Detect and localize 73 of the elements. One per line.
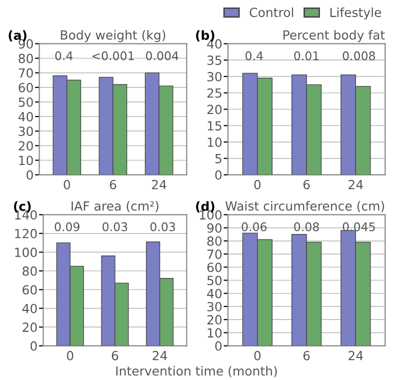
y-tick-label: 90 [207, 223, 222, 233]
y-tick-label: 0 [30, 341, 37, 351]
text: (d) [196, 201, 214, 212]
annotation: 0.4 [55, 51, 73, 60]
x-tick-label: 0 [66, 350, 74, 360]
x-tick-label: 24 [348, 350, 363, 360]
y-tick-label: 10 [19, 156, 33, 166]
y-tick-label: 5 [215, 154, 222, 164]
chart-title: Percent body fat [284, 30, 385, 42]
annotation: <0.001 [92, 51, 134, 60]
legend-label: Lifestyle [330, 7, 382, 20]
y-tick-label: 80 [18, 54, 33, 64]
y-tick-label: 20 [22, 322, 37, 332]
y-tick-label: 35 [207, 56, 222, 66]
y-tick-label: 30 [207, 72, 222, 82]
y-tick-label: 60 [22, 285, 37, 295]
y-tick-label: 90 [18, 39, 33, 49]
y-tick-label: 30 [18, 126, 33, 136]
y-tick-label: 80 [207, 236, 222, 246]
y-tick-label: 0 [215, 170, 222, 180]
y-tick-label: 100 [15, 248, 37, 258]
y-tick-label: 70 [18, 68, 33, 78]
y-tick-label: 20 [207, 315, 222, 325]
annotation: 0.008 [342, 51, 376, 60]
y-tick-label: 20 [207, 104, 222, 114]
y-tick-label: 40 [207, 288, 222, 298]
y-tick-label: 40 [207, 39, 222, 49]
y-tick-label: 140 [15, 210, 37, 220]
x-axis-title: Intervention time (month) [116, 366, 277, 378]
y-tick-label: 50 [207, 276, 222, 286]
x-tick-label: 6 [110, 180, 116, 190]
y-tick-label: 100 [200, 210, 222, 220]
text: (b) [196, 30, 214, 42]
y-tick-label: 120 [15, 228, 37, 238]
annotation: 0.03 [150, 222, 175, 232]
y-tick-label: 10 [208, 137, 222, 147]
chart-title: Body weight (kg) [60, 30, 166, 42]
text: (a) [8, 30, 26, 42]
y-tick-label: 0 [215, 341, 222, 351]
y-tick-label: 15 [208, 121, 222, 131]
y-tick-label: 70 [208, 250, 222, 259]
y-tick-label: 10 [208, 328, 222, 338]
legend-label: Control [250, 7, 294, 18]
chart-title: Waist circumference (cm) [225, 201, 384, 212]
y-tick-label: 20 [18, 141, 33, 151]
x-tick-label: 6 [303, 350, 310, 360]
y-tick-label: 80 [22, 266, 37, 276]
x-tick-label: 6 [303, 180, 310, 190]
annotation: 0.09 [54, 222, 80, 232]
y-tick-label: 0 [26, 170, 33, 180]
annotation: 0.08 [294, 222, 319, 232]
y-tick-label: 40 [18, 112, 33, 122]
x-tick-label: 24 [152, 180, 166, 190]
x-tick-label: 0 [254, 180, 261, 190]
annotation: 0.045 [342, 222, 375, 232]
y-tick-label: 50 [18, 97, 33, 107]
annotation: 0.4 [246, 51, 263, 60]
x-tick-label: 0 [64, 180, 70, 190]
y-tick-label: 25 [207, 88, 222, 98]
annotation: 0.004 [146, 51, 178, 60]
annotation: 0.01 [294, 51, 319, 60]
text: (c) [14, 201, 31, 212]
annotation: 0.03 [102, 222, 128, 232]
y-tick-label: 60 [18, 82, 33, 92]
y-tick-label: 40 [22, 304, 37, 314]
x-tick-label: 24 [152, 350, 168, 360]
chart-title: IAF area (cm²) [72, 201, 158, 212]
x-tick-label: 0 [254, 350, 261, 360]
annotation: 0.06 [242, 222, 267, 232]
y-tick-label: 60 [207, 262, 222, 272]
x-tick-label: 6 [112, 350, 118, 360]
x-tick-label: 24 [348, 180, 363, 190]
y-tick-label: 30 [207, 302, 222, 312]
